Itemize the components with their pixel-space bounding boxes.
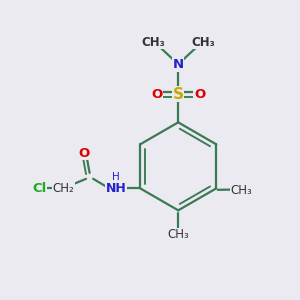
Text: CH₂: CH₂ (52, 182, 74, 195)
Text: O: O (79, 147, 90, 160)
Text: NH: NH (105, 182, 126, 195)
Text: CH₃: CH₃ (141, 36, 165, 49)
Text: O: O (151, 88, 163, 100)
Text: Cl: Cl (32, 182, 46, 195)
Text: CH₃: CH₃ (231, 184, 253, 197)
Text: CH₃: CH₃ (192, 36, 215, 49)
Text: S: S (173, 87, 184, 102)
Text: N: N (173, 58, 184, 71)
Text: CH₃: CH₃ (167, 228, 189, 241)
Text: H: H (112, 172, 120, 182)
Text: O: O (194, 88, 205, 100)
